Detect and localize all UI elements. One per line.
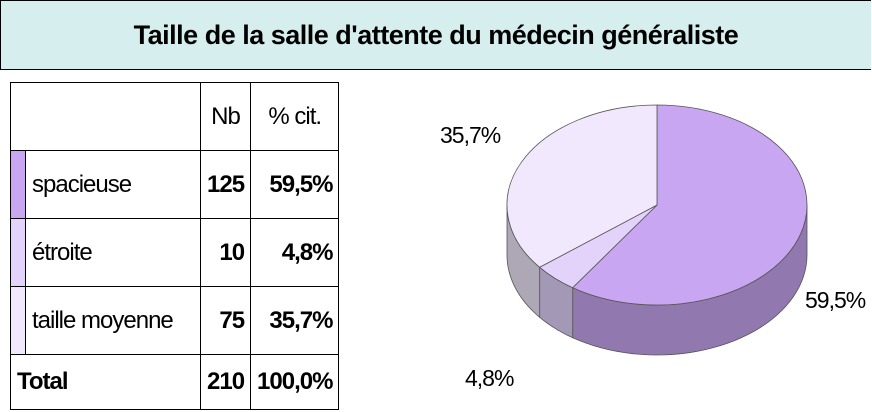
row-label: taille moyenne (25, 286, 201, 355)
percent-cell: 4,8% (250, 218, 340, 287)
percent-cell: 59,5% (250, 150, 340, 219)
legend-swatch (10, 218, 26, 287)
table-row: étroite 10 4,8% (10, 218, 340, 287)
total-percent: 100,0% (250, 354, 340, 410)
data-label: 4,8% (465, 365, 514, 391)
header-cell: Nb (199, 82, 252, 151)
pie-slice (506, 104, 658, 268)
table-row: Nb% cit. (10, 82, 340, 151)
legend-swatch (10, 286, 26, 355)
data-label: 59,5% (805, 287, 866, 313)
count-cell: 10 (199, 218, 252, 287)
count-cell: 125 (199, 150, 252, 219)
total-count: 210 (199, 354, 252, 410)
title-bar: Taille de la salle d'attente du médecin … (0, 0, 871, 70)
table-body: Nb% cit. spacieuse 125 59,5% étroite 10 4,8% ta… (10, 82, 340, 410)
total-label: Total (10, 354, 201, 410)
data-table: Nb% cit. spacieuse 125 59,5% étroite 10 4,8% ta… (10, 82, 340, 410)
table-row: taille moyenne 75 35,7% (10, 286, 340, 355)
row-label: spacieuse (25, 150, 201, 219)
count-cell: 75 (199, 286, 252, 355)
legend-swatch (10, 150, 26, 219)
table-row: Total 210 100,0% (10, 354, 340, 410)
table-row: spacieuse 125 59,5% (10, 150, 340, 219)
pie-slice (571, 104, 808, 306)
data-label: 35,7% (440, 122, 501, 148)
percent-cell: 35,7% (250, 286, 340, 355)
row-label: étroite (25, 218, 201, 287)
header-cell (10, 82, 201, 151)
pie-chart: 59,5% 4,8% 35,7% (440, 104, 867, 391)
header-cell: % cit. (250, 82, 340, 151)
